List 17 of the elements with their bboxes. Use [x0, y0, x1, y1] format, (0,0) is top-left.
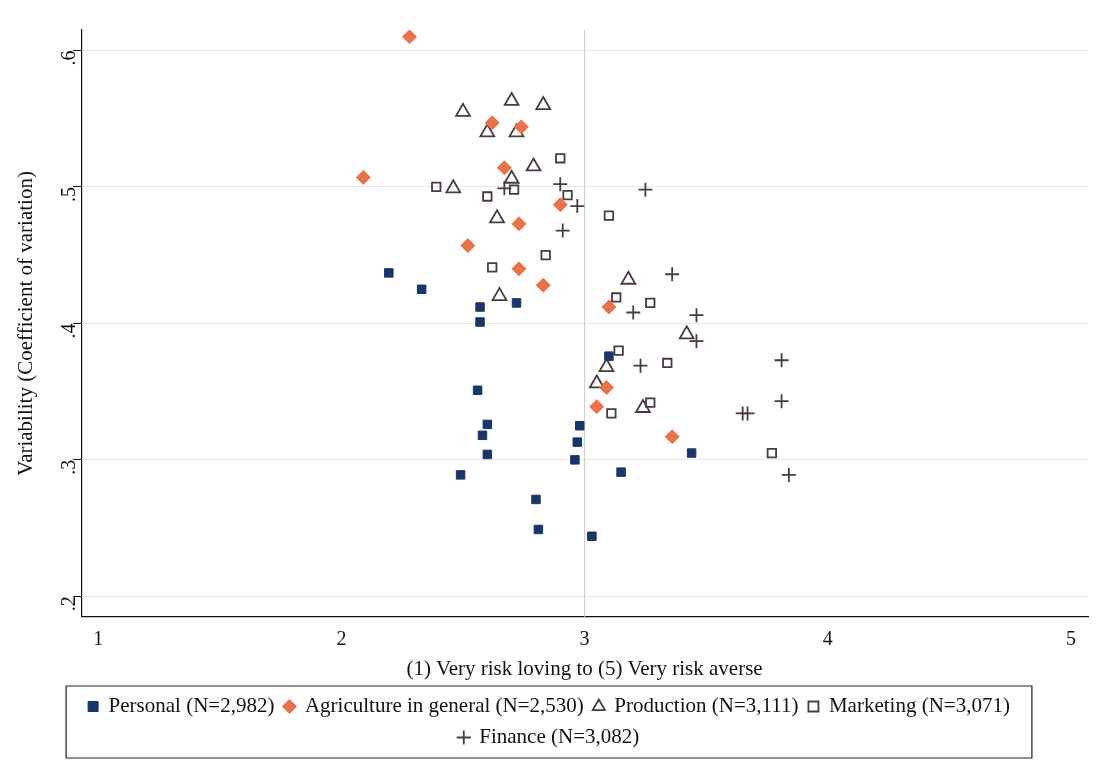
- y-tick-label: .6: [57, 50, 80, 66]
- y-tick-label: .2: [57, 596, 80, 612]
- legend-label: Finance (N=3,082): [479, 724, 640, 749]
- y-tick-label: .5: [57, 186, 80, 202]
- y-tick-label: .4: [57, 323, 80, 339]
- x-tick-label: 1: [93, 627, 104, 650]
- y-tick-label: .3: [57, 459, 80, 475]
- x-tick-label: 4: [822, 627, 833, 650]
- x-axis-title: (1) Very risk loving to (5) Very risk averse: [406, 655, 763, 680]
- x-tick-label: 2: [336, 627, 347, 650]
- x-tick-label: 3: [579, 627, 590, 650]
- legend-label: Production (N=3,111): [614, 693, 799, 718]
- legend-label: Marketing (N=3,071): [828, 693, 1010, 718]
- y-axis-title: Variability (Coefficient of variation): [13, 171, 38, 476]
- legend-label: Personal (N=2,982): [108, 693, 275, 718]
- x-tick-label: 5: [1065, 627, 1076, 650]
- legend-label: Agriculture in general (N=2,530): [304, 693, 584, 718]
